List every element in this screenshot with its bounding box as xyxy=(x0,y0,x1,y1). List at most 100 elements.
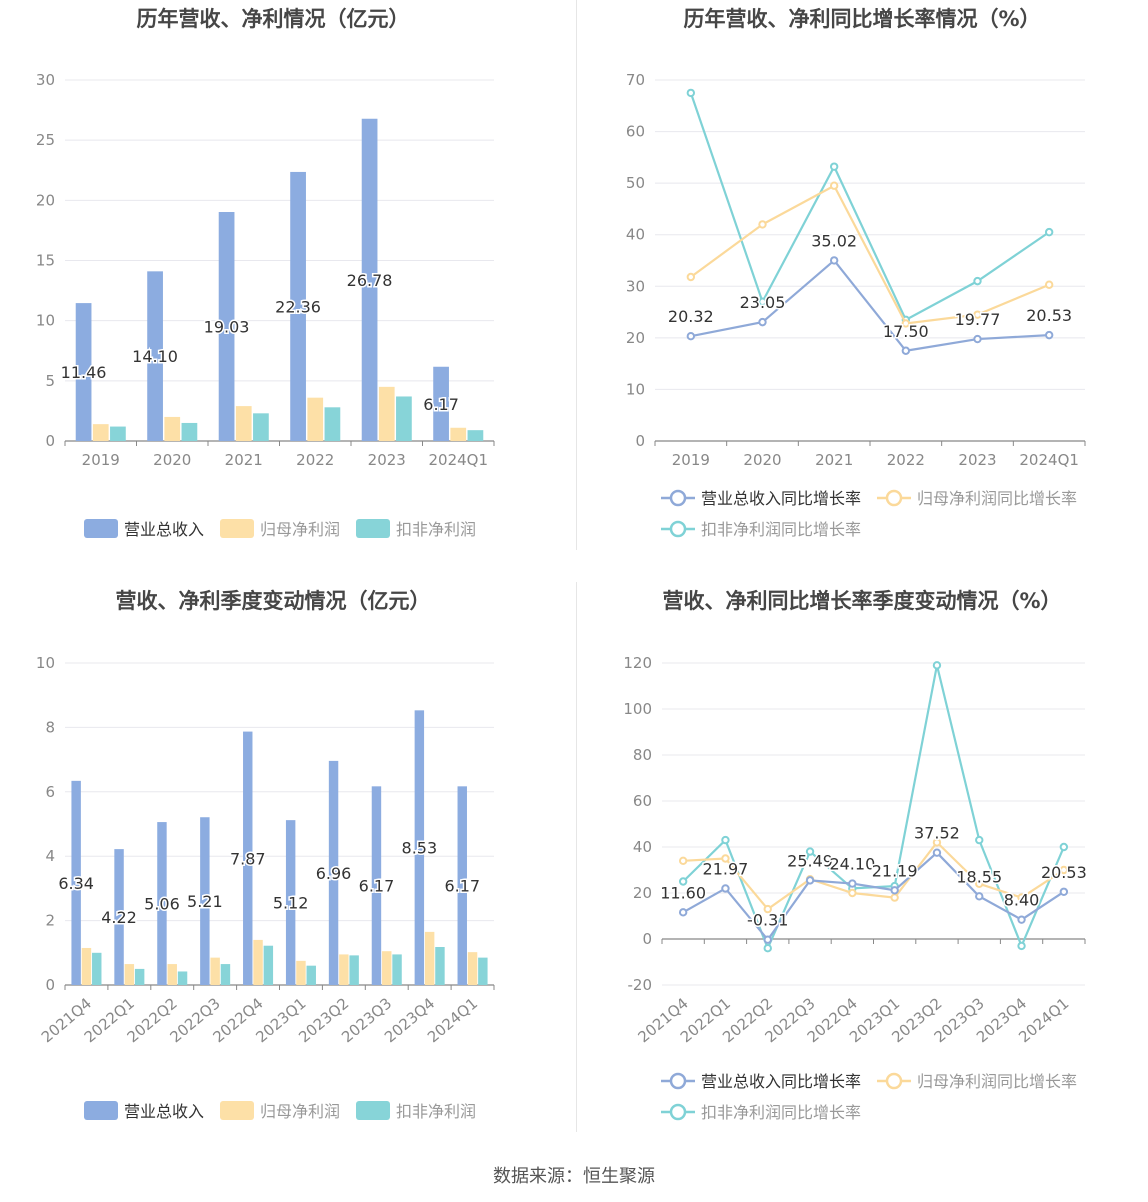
data-label: 5.21 xyxy=(187,892,223,911)
y-tick-label: 40 xyxy=(626,226,645,244)
legend-swatch xyxy=(220,519,254,538)
y-tick-label: 2 xyxy=(45,912,55,930)
data-point xyxy=(848,879,857,888)
bar-revenue xyxy=(114,849,124,985)
bar-net-profit xyxy=(164,416,181,441)
y-tick-label: 40 xyxy=(633,838,652,856)
data-point xyxy=(973,310,982,319)
y-tick-label: 4 xyxy=(45,847,55,865)
data-point xyxy=(932,661,942,670)
y-tick-label: 5 xyxy=(45,372,55,390)
data-point xyxy=(686,88,696,98)
data-label: 22.36 xyxy=(275,297,321,316)
x-tick-label: 2021 xyxy=(225,451,263,469)
data-label: 8.53 xyxy=(402,839,438,858)
data-label: 37.52 xyxy=(914,824,960,843)
x-tick-label: 2023 xyxy=(368,451,406,469)
bar-net-profit xyxy=(424,931,435,985)
legend-swatch xyxy=(84,519,118,538)
y-tick-label: 25 xyxy=(36,131,55,149)
data-point xyxy=(901,319,911,328)
data-point xyxy=(1017,941,1026,951)
data-label: 8.40 xyxy=(1004,891,1040,910)
data-label: 20.32 xyxy=(668,307,714,326)
y-tick-label: 0 xyxy=(642,930,652,948)
data-point xyxy=(686,332,696,341)
bar-revenue xyxy=(328,760,339,985)
data-point xyxy=(1059,865,1069,875)
x-tick-label: 2024Q1 xyxy=(1019,451,1079,469)
data-point xyxy=(805,876,815,885)
bar-deducted-profit xyxy=(349,955,359,985)
legend-marker xyxy=(669,1103,687,1121)
data-point xyxy=(1059,842,1069,852)
legend-label: 营业总收入 xyxy=(124,520,204,539)
x-tick-label: 2019 xyxy=(672,451,710,469)
legend-swatch xyxy=(84,1101,118,1120)
x-tick-label: 2022 xyxy=(296,451,334,469)
legend-label: 营业总收入同比增长率 xyxy=(701,1072,861,1091)
legend-label: 归母净利润同比增长率 xyxy=(917,489,1077,508)
data-label: 23.05 xyxy=(740,293,786,312)
data-point xyxy=(829,256,839,265)
legend-label: 扣非净利润同比增长率 xyxy=(701,520,861,539)
y-tick-label: 20 xyxy=(626,329,645,347)
legend-label: 归母净利润同比增长率 xyxy=(917,1072,1077,1091)
data-point xyxy=(686,272,696,282)
y-tick-label: 100 xyxy=(623,700,652,718)
legend-marker xyxy=(669,489,687,507)
x-tick-label: 2020 xyxy=(153,451,191,469)
legend-marker xyxy=(669,1072,687,1090)
y-tick-label: 70 xyxy=(626,71,645,89)
data-point xyxy=(805,847,815,856)
y-tick-label: 10 xyxy=(626,380,645,398)
data-source: 数据来源：恒生聚源 xyxy=(493,1166,655,1187)
bar-net-profit xyxy=(235,406,252,441)
data-label: 5.06 xyxy=(144,895,180,914)
chart-quarterly-revenue-profit: 营收、净利季度变动情况（亿元）02468102021Q42022Q12022Q2… xyxy=(36,589,495,1121)
x-tick-label: 2022 xyxy=(887,451,925,469)
chart-title: 营收、净利同比增长率季度变动情况（%） xyxy=(662,589,1061,613)
data-point xyxy=(890,886,899,895)
data-label: 21.19 xyxy=(872,861,918,880)
y-tick-label: 60 xyxy=(633,792,652,810)
data-label: 20.53 xyxy=(1041,863,1087,882)
x-tick-label: 2021 xyxy=(815,451,853,469)
data-label: 6.17 xyxy=(359,877,395,896)
bar-revenue xyxy=(243,731,253,985)
bar-revenue xyxy=(218,212,235,441)
data-point xyxy=(721,835,730,845)
chart-title: 历年营收、净利情况（亿元） xyxy=(137,7,410,31)
series-line-revenue-growth xyxy=(682,851,1065,942)
bar-deducted-profit xyxy=(478,957,488,985)
bar-net-profit xyxy=(378,386,395,441)
data-label: 11.46 xyxy=(61,363,107,382)
data-label: -0.31 xyxy=(747,911,788,930)
legend-label: 营业总收入同比增长率 xyxy=(701,489,861,508)
x-tick-label: 2023 xyxy=(958,451,996,469)
y-tick-label: 80 xyxy=(633,746,652,764)
legend-label: 扣非净利润 xyxy=(396,1102,476,1121)
data-point xyxy=(1044,227,1054,237)
data-label: 26.78 xyxy=(347,271,393,290)
data-point xyxy=(829,162,839,171)
y-tick-label: 30 xyxy=(626,277,645,295)
chart-title: 历年营收、净利同比增长率情况（%） xyxy=(683,7,1040,31)
data-point xyxy=(975,879,984,888)
y-tick-label: 0 xyxy=(45,976,55,994)
bar-deducted-profit xyxy=(92,952,102,985)
bar-revenue xyxy=(157,822,167,985)
chart-annual-revenue-profit: 历年营收、净利情况（亿元） 0 5 10 15 20 25 30 2019 2020 2021 202… xyxy=(36,7,495,539)
legend-label: 归母净利润 xyxy=(260,520,340,539)
y-tick-label: 6 xyxy=(45,783,55,801)
data-point xyxy=(975,892,984,901)
data-point xyxy=(678,856,688,865)
bar-net-profit xyxy=(253,939,263,985)
bar-deducted-profit xyxy=(396,396,412,441)
data-point xyxy=(763,935,772,944)
series-line-net-profit-growth xyxy=(690,184,1050,325)
bar-deducted-profit xyxy=(324,407,341,441)
x-tick-label: 2024Q1 xyxy=(428,451,488,469)
bar-net-profit xyxy=(296,960,306,985)
bar-revenue xyxy=(414,710,425,985)
